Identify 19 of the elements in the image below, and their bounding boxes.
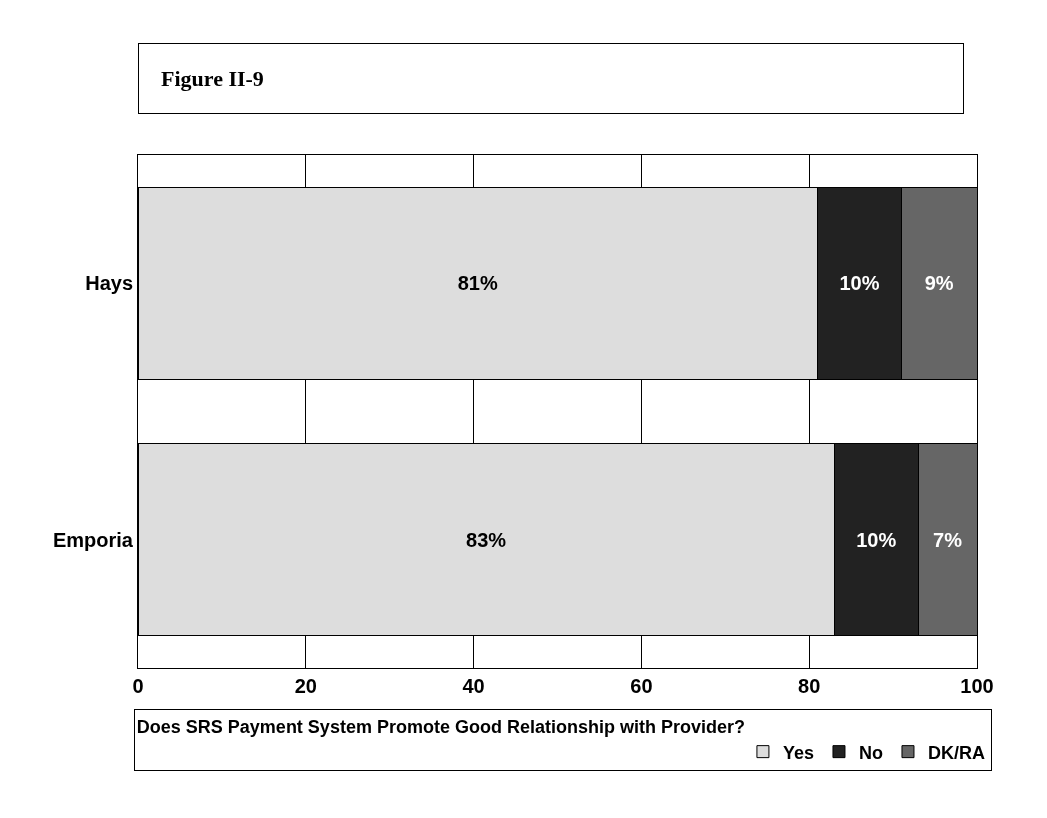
x-tick-label: 100	[960, 675, 994, 697]
legend-label: Yes	[782, 742, 814, 763]
legend-label: No	[858, 742, 883, 763]
chart-title: Figure II-9	[161, 66, 264, 91]
x-tick-label: 0	[132, 675, 144, 697]
data-label: 10%	[856, 528, 897, 551]
legend-title: Does SRS Payment System Promote Good Relationship with Provider?	[136, 717, 745, 738]
x-tick-label: 40	[462, 675, 485, 697]
legend-label: DK/RA	[927, 742, 985, 763]
data-label: 7%	[933, 528, 963, 551]
data-label: 83%	[466, 528, 507, 551]
x-tick-label: 60	[630, 675, 653, 697]
data-label: 81%	[457, 272, 498, 295]
y-tick-label: Emporia	[52, 528, 134, 551]
x-tick-label: 80	[798, 675, 821, 697]
data-label: 10%	[839, 272, 880, 295]
y-tick-label: Hays	[85, 272, 133, 295]
x-tick-label: 20	[294, 675, 317, 697]
data-label: 9%	[924, 272, 954, 295]
